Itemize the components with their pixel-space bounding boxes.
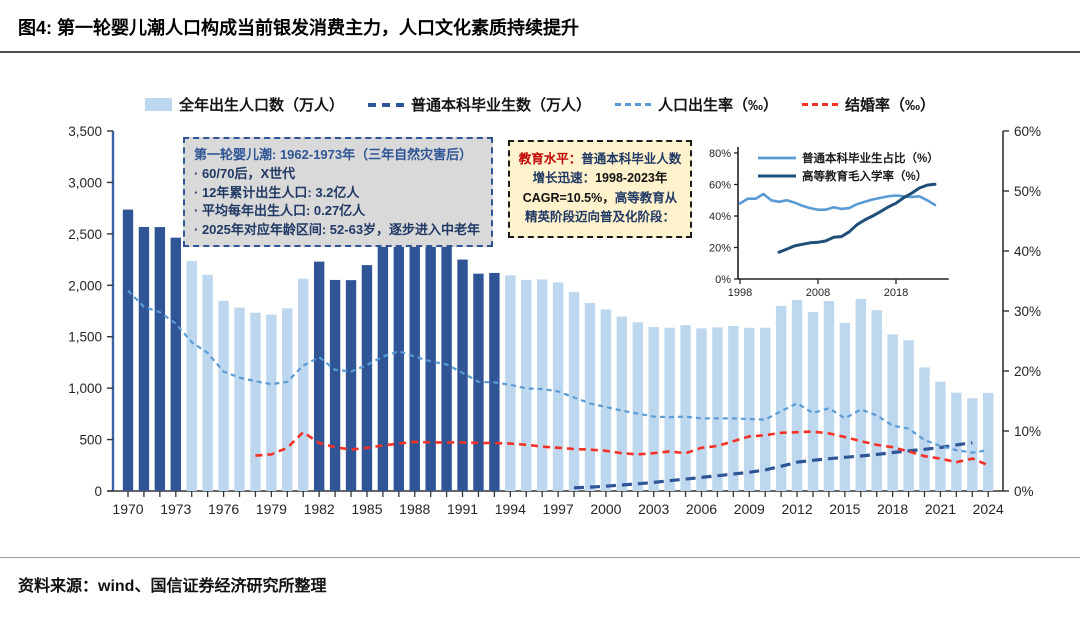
page-title: 图4: 第一轮婴儿潮人口构成当前银发消费主力，人口文化素质持续提升 (18, 18, 580, 38)
svg-text:80%: 80% (709, 148, 731, 160)
education-label: 教育水平： (518, 152, 582, 166)
title-divider (0, 51, 1080, 53)
education-text2: 高等教育从精英阶段迈向普及化阶段： (524, 190, 678, 225)
svg-text:2018: 2018 (877, 501, 908, 517)
svg-text:2021: 2021 (925, 501, 956, 517)
legend-label: 结婚率（‰） (845, 97, 936, 114)
svg-text:0: 0 (94, 484, 102, 499)
main-chart: 0 500 1,000 1,500 2,000 2,500 3,000 3,500 0% 10% 2… (68, 124, 1041, 517)
baby-boom-annotation-box: 第一轮婴儿潮: 1962-1973年（三年自然灾害后） · 60/70后，X世代… (183, 137, 493, 248)
footer-divider (0, 557, 1080, 558)
education-cagr-text: 1998-2023年CAGR=10.5%， (522, 171, 668, 205)
svg-text:2012: 2012 (781, 501, 812, 517)
svg-text:10%: 10% (1014, 424, 1041, 439)
svg-text:2003: 2003 (638, 501, 669, 517)
svg-text:1973: 1973 (160, 501, 191, 517)
annotation-line: · 12年累计出生人口: 3.2亿人 (194, 184, 360, 200)
education-text: 普通本科毕业人数增长迅速： (532, 152, 682, 186)
svg-text:20%: 20% (709, 243, 731, 255)
svg-text:2,000: 2,000 (68, 278, 102, 293)
svg-text:1979: 1979 (256, 501, 287, 517)
svg-text:0%: 0% (715, 274, 731, 286)
inset-education-chart: 0% 20% 40% 60% 80% 1998 2008 2018 普通本科毕业生占比（%） 高等… (709, 147, 949, 299)
svg-text:50%: 50% (1014, 184, 1041, 199)
svg-text:高等教育毛入学率（%）: 高等教育毛入学率（%） (802, 169, 927, 183)
graduates-line-swatch-icon (367, 102, 404, 107)
svg-text:30%: 30% (1014, 304, 1041, 319)
svg-text:1998: 1998 (728, 287, 752, 299)
legend-label: 人口出生率（‰） (658, 97, 779, 114)
svg-text:2009: 2009 (734, 501, 765, 517)
svg-text:1985: 1985 (351, 501, 382, 517)
marriage-rate-line-swatch-icon (802, 103, 839, 106)
svg-text:1982: 1982 (304, 501, 335, 517)
svg-text:2000: 2000 (590, 501, 621, 517)
svg-text:2,500: 2,500 (68, 227, 102, 242)
svg-text:40%: 40% (1014, 244, 1041, 259)
source-note: 资料来源：wind、国信证券经济研究所整理 (18, 578, 327, 595)
svg-text:1994: 1994 (495, 501, 526, 517)
svg-text:1991: 1991 (447, 501, 478, 517)
births-bar-swatch-icon (144, 98, 172, 111)
legend-item-graduates: 普通本科毕业生数（万人） (367, 94, 591, 115)
svg-text:60%: 60% (1014, 124, 1041, 139)
svg-text:500: 500 (79, 433, 102, 448)
svg-text:3,500: 3,500 (68, 124, 102, 139)
svg-text:0%: 0% (1014, 484, 1034, 499)
svg-text:60%: 60% (709, 180, 731, 192)
annotation-line: · 平均每年出生人口: 0.27亿人 (194, 203, 366, 219)
svg-text:1,000: 1,000 (68, 381, 102, 396)
annotation-title: 第一轮婴儿潮: 1962-1973年（三年自然灾害后） (194, 147, 473, 162)
legend-item-marriage: 结婚率（‰） (802, 94, 935, 115)
svg-text:2015: 2015 (829, 501, 860, 517)
svg-text:1,500: 1,500 (68, 330, 102, 345)
svg-text:普通本科毕业生占比（%）: 普通本科毕业生占比（%） (802, 151, 939, 165)
legend-label: 普通本科毕业生数（万人） (410, 97, 591, 114)
svg-text:1988: 1988 (399, 501, 430, 517)
svg-text:2018: 2018 (884, 287, 908, 299)
svg-text:20%: 20% (1014, 364, 1041, 379)
chart-legend: 全年出生人口数（万人） 普通本科毕业生数（万人） 人口出生率（‰） 结婚率（‰） (0, 94, 1080, 115)
svg-text:2008: 2008 (806, 287, 830, 299)
svg-text:3,000: 3,000 (68, 175, 102, 190)
chart-area: 全年出生人口数（万人） 普通本科毕业生数（万人） 人口出生率（‰） 结婚率（‰）… (0, 70, 1080, 558)
svg-text:1976: 1976 (208, 501, 239, 517)
annotation-line: · 60/70后，X世代 (194, 166, 296, 182)
legend-label: 全年出生人口数（万人） (178, 97, 344, 114)
svg-text:1970: 1970 (112, 501, 143, 517)
birth-rate-line-swatch-icon (615, 103, 651, 106)
legend-item-birth-rate: 人口出生率（‰） (615, 94, 778, 115)
education-annotation-box: 教育水平：普通本科毕业人数增长迅速：1998-2023年CAGR=10.5%，高… (508, 140, 692, 238)
svg-text:40%: 40% (709, 211, 731, 223)
svg-text:2006: 2006 (686, 501, 717, 517)
annotation-line: · 2025年对应年龄区间: 52-63岁，逐步进入中老年 (194, 221, 481, 237)
svg-text:2024: 2024 (973, 501, 1004, 517)
svg-text:1997: 1997 (543, 501, 574, 517)
legend-item-births: 全年出生人口数（万人） (144, 94, 344, 115)
